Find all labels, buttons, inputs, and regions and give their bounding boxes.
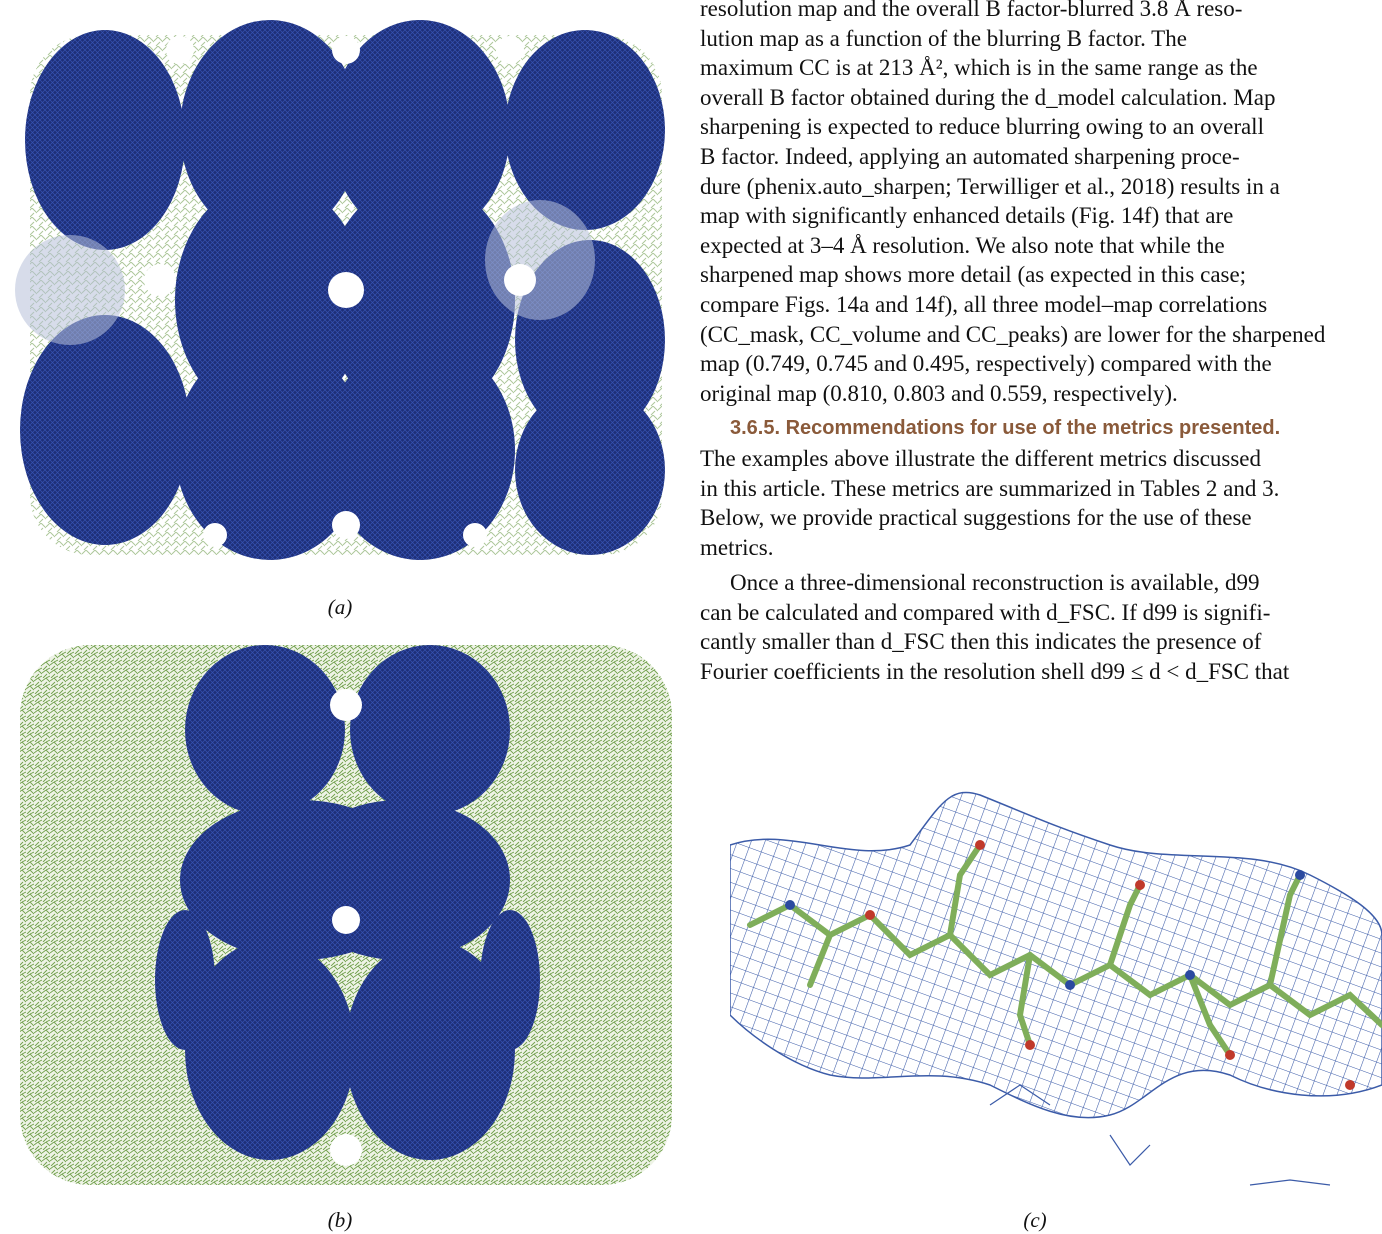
text-line: B factor. Indeed, applying an automated … (700, 143, 1240, 169)
text-line: compare Figs. 14a and 14f), all three mo… (700, 291, 1268, 317)
density-map-b-image (20, 645, 672, 1185)
text-line: The examples above illustrate the differ… (700, 445, 1261, 471)
panel-b-label: (b) (327, 1208, 353, 1232)
figure-panel-c (730, 785, 1382, 1200)
text-line: expected at 3–4 Å resolution. We also no… (700, 232, 1225, 258)
panel-a-label: (a) (327, 595, 353, 619)
text-line: metrics. (700, 534, 774, 560)
text-line: Fourier coefficients in the resolution s… (700, 659, 1290, 685)
text-line: sharpening is expected to reduce blurrin… (700, 114, 1264, 140)
figure-panel-b (10, 630, 682, 1200)
text-line: lution map as a function of the blurring… (700, 25, 1187, 51)
density-map-c-image (730, 791, 1382, 1186)
text-line: sharpened map shows more detail (as expe… (700, 262, 1247, 288)
panel-c-label: (c) (1023, 1208, 1047, 1232)
density-map-a-image (15, 20, 665, 560)
text-line: original map (0.810, 0.803 and 0.559, re… (700, 380, 1178, 406)
text-line: cantly smaller than d_FSC then this indi… (700, 629, 1262, 655)
text-line: Below, we provide practical suggestions … (700, 505, 1252, 531)
text-line: overall B factor obtained during the d_m… (700, 84, 1276, 110)
text-line: map (0.749, 0.745 and 0.495, respectivel… (700, 351, 1272, 377)
figure-panel-a (10, 10, 682, 580)
text-line: Once a three-dimensional reconstruction … (730, 570, 1260, 596)
text-line: can be calculated and compared with d_FS… (700, 599, 1271, 625)
text-line: dure (phenix.auto_sharpen; Terwilliger e… (700, 173, 1280, 199)
section-heading: 3.6.5. Recommendations for use of the me… (730, 417, 1281, 440)
text-line: in this article. These metrics are summa… (700, 475, 1280, 501)
text-line: map with significantly enhanced details … (700, 203, 1234, 229)
text-line: resolution map and the overall B factor-… (700, 0, 1243, 21)
text-line: (CC_mask, CC_volume and CC_peaks) are lo… (700, 321, 1326, 347)
body-text: resolution map and the overall B factor-… (700, 0, 1382, 687)
text-line: maximum CC is at 213 Å², which is in the… (700, 55, 1258, 81)
